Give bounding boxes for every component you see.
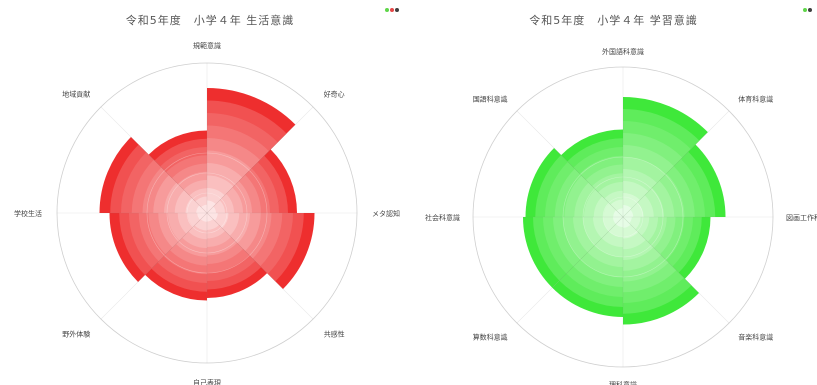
grid-ring — [562, 156, 684, 278]
category-label: 算数科意識 — [473, 332, 508, 341]
legend-study[interactable] — [802, 8, 812, 12]
category-label: 学校生活 — [14, 209, 42, 218]
category-label: 音楽科意識 — [738, 332, 773, 341]
spoke — [100, 212, 208, 320]
wedge-band — [623, 217, 631, 228]
grid-ring — [146, 152, 268, 274]
outer-circle — [472, 66, 774, 368]
wedge-8[interactable] — [561, 129, 623, 218]
wedge-band — [207, 206, 216, 213]
spoke — [100, 106, 208, 214]
category-label: メタ認知 — [372, 209, 400, 218]
wedge-band — [200, 213, 207, 222]
spoke — [516, 216, 624, 324]
wedge-7[interactable] — [99, 136, 208, 213]
category-label: 野外体験 — [62, 330, 90, 339]
spoke — [206, 212, 314, 320]
grid-ring — [186, 192, 228, 234]
wedge-band — [207, 200, 216, 213]
wedge-6[interactable] — [523, 217, 623, 288]
wedge-8[interactable] — [148, 130, 207, 214]
wedge-2[interactable] — [623, 144, 726, 217]
legend-dot[interactable] — [390, 8, 394, 12]
wedge-band — [207, 213, 214, 222]
legend-dot[interactable] — [808, 8, 812, 12]
wedge-band — [623, 217, 632, 224]
legend-dot[interactable] — [395, 8, 399, 12]
category-label: 好奇心 — [324, 89, 345, 98]
grid-ring — [166, 172, 248, 254]
category-label: 外国語科意識 — [602, 47, 644, 56]
wedge-6[interactable] — [109, 213, 208, 282]
wedge-3[interactable] — [207, 213, 315, 290]
legend-life[interactable] — [384, 8, 399, 12]
category-label: 理科意識 — [609, 380, 637, 385]
wedge-band — [613, 210, 623, 217]
grid-ring — [582, 176, 664, 258]
wedge-4[interactable] — [207, 213, 268, 298]
wedge-band — [201, 204, 207, 213]
wedge-2[interactable] — [207, 149, 297, 213]
category-label: 規範意識 — [193, 41, 221, 50]
wedge-5[interactable] — [145, 213, 207, 301]
spoke — [206, 106, 314, 214]
chart-title-life: 令和5年度 小学４年 生活意識 — [125, 14, 295, 27]
wedge-band — [613, 217, 623, 225]
category-label: 国語科意識 — [473, 95, 508, 104]
wedge-7[interactable] — [525, 148, 624, 217]
category-label: 自己表現 — [193, 378, 221, 385]
wedge-1[interactable] — [207, 87, 296, 213]
outer-circle — [56, 62, 358, 364]
chart-title-study: 令和5年度 小学４年 学習意識 — [529, 14, 698, 27]
category-label: 社会科意識 — [425, 213, 460, 222]
wedge-band — [615, 217, 623, 227]
legend-dot[interactable] — [803, 8, 807, 12]
chart-panel-study: 令和5年度 小学４年 学習意識 外国語科意識体育科意識図画工作科意識音楽科意識理… — [410, 0, 817, 385]
grid-ring — [602, 196, 644, 238]
category-label: 体育科意識 — [738, 95, 773, 104]
category-label: 地域貢献 — [62, 89, 90, 98]
spoke — [622, 216, 730, 324]
spoke — [516, 110, 624, 218]
chart-panel-life: 令和5年度 小学４年 生活意識 規範意識好奇心メタ認知共感性自己表現 野外体験 学校… — [14, 8, 400, 385]
wedge-band — [196, 205, 207, 213]
wedge-band — [623, 205, 632, 217]
wedge-band — [197, 213, 207, 220]
wedge-band — [207, 213, 218, 221]
wedge-band — [616, 208, 623, 217]
wedge-1[interactable] — [623, 97, 708, 217]
wedge-5[interactable] — [552, 217, 623, 317]
wedge-4[interactable] — [623, 217, 700, 325]
legend-dot[interactable] — [385, 8, 389, 12]
wedge-band — [623, 209, 634, 217]
category-label: 図画工作科意識 — [786, 213, 817, 222]
category-label: 共感性 — [324, 330, 345, 339]
polar-chart-study: 外国語科意識体育科意識図画工作科意識音楽科意識理科意識 算数科意識 社会科意識 国語科… — [425, 47, 817, 385]
wedge-3[interactable] — [623, 217, 711, 279]
spoke — [622, 110, 730, 218]
